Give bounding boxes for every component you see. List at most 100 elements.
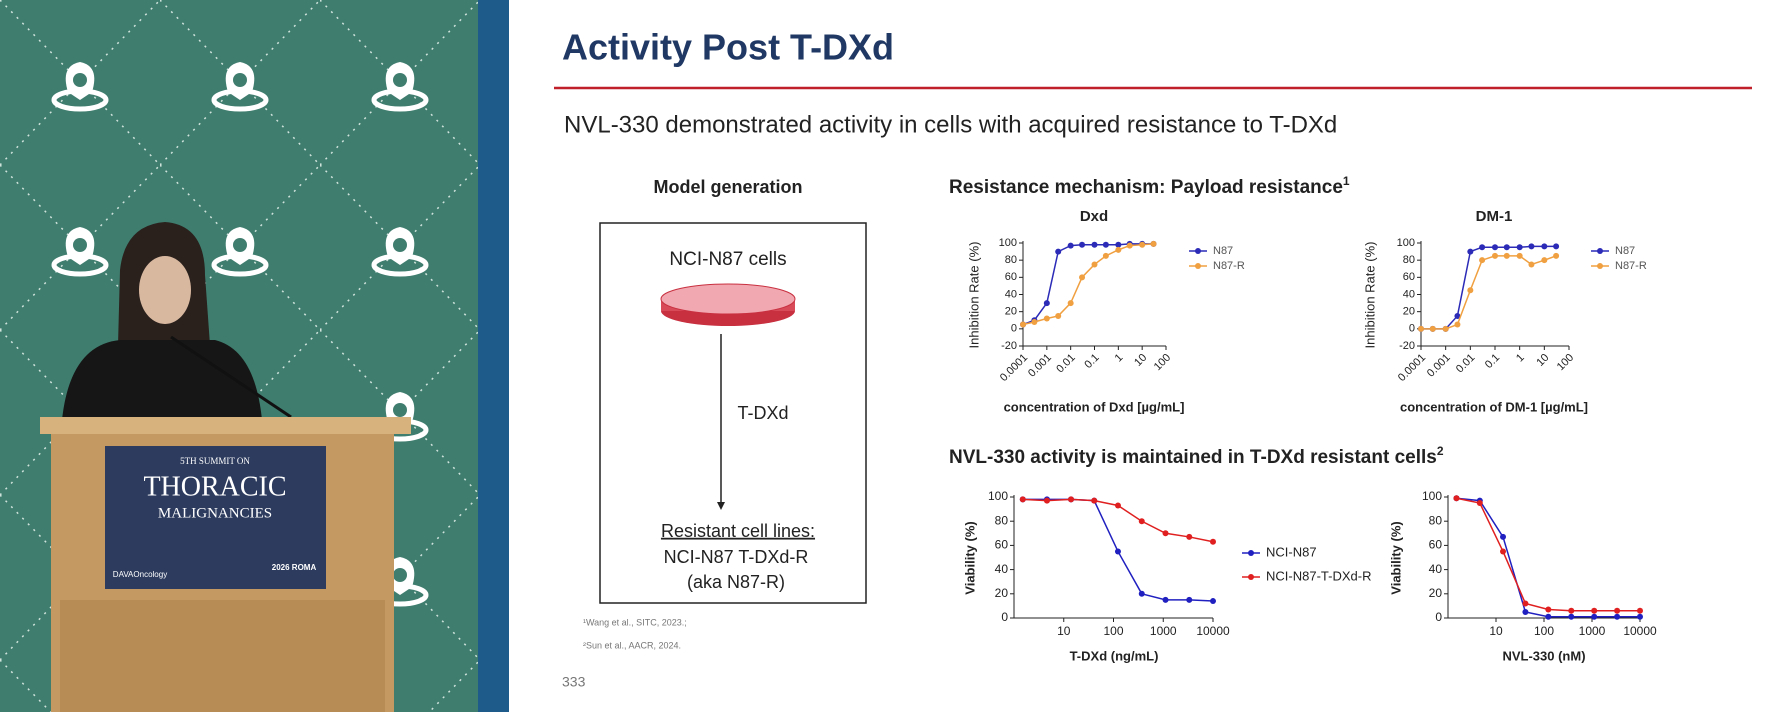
data-point — [1067, 300, 1074, 307]
data-point — [1043, 497, 1050, 504]
y-tick-label: 60 — [1005, 271, 1017, 283]
data-point — [1055, 248, 1062, 255]
data-point — [1553, 243, 1560, 250]
data-point — [1055, 312, 1062, 319]
section-ref: 2 — [1437, 444, 1444, 458]
data-point — [1545, 613, 1552, 620]
data-point — [1503, 252, 1510, 259]
model-treatment: T-DXd — [737, 403, 788, 423]
x-tick-label: 10 — [1057, 624, 1071, 638]
y-tick-label: 80 — [1429, 513, 1443, 527]
data-point — [1528, 261, 1535, 268]
arrow-head — [717, 502, 725, 510]
y-tick-label: 40 — [1005, 288, 1017, 300]
data-point — [1522, 600, 1529, 607]
model-result: NCI-N87 T-DXd-R — [664, 547, 809, 567]
data-point — [1503, 244, 1510, 251]
data-point — [1614, 613, 1621, 620]
chart: 0 20 40 60 80 100 10 100 1000 10000 Viability (%) N… — [1388, 489, 1657, 663]
y-tick-label: 60 — [1429, 538, 1443, 552]
y-tick-label: 0 — [1409, 323, 1415, 335]
data-point — [1102, 241, 1109, 248]
sign-text: 5TH SUMMIT ON — [180, 456, 250, 466]
legend-label: NCI-N87-T-DXd-R — [1266, 568, 1371, 583]
data-point — [1479, 257, 1486, 264]
podium-sign: 5TH SUMMIT ON THORACIC MALIGNANCIES DAVA… — [113, 456, 317, 579]
y-tick-label: 20 — [1005, 306, 1017, 318]
side-strip — [478, 0, 509, 712]
y-tick-label: 100 — [1397, 237, 1415, 249]
y-tick-label: 80 — [995, 513, 1009, 527]
x-axis-label: concentration of Dxd [µg/mL] — [1004, 399, 1185, 414]
data-point — [1516, 252, 1523, 259]
y-tick-label: 40 — [995, 562, 1009, 576]
slide — [509, 0, 1792, 712]
subtitle: NVL-330 demonstrated activity in cells w… — [564, 111, 1337, 138]
x-axis-label: NVL-330 (nM) — [1502, 648, 1585, 663]
section-text: NVL-330 activity is maintained in T-DXd … — [949, 447, 1437, 468]
x-tick-label: 1000 — [1579, 624, 1606, 638]
data-point — [1210, 598, 1216, 605]
footnote: ¹Wang et al., SITC, 2023.; — [583, 617, 687, 627]
data-point — [1614, 607, 1621, 614]
x-tick-label: 100 — [1103, 624, 1123, 638]
legend-label: N87-R — [1213, 260, 1245, 272]
data-point — [1467, 287, 1474, 294]
data-point — [1091, 497, 1098, 504]
x-tick-label: 100 — [1534, 624, 1554, 638]
legend-label: NCI-N87 — [1266, 544, 1317, 559]
y-tick-label: 0 — [1001, 610, 1008, 624]
data-point — [1114, 502, 1121, 509]
section-ref: 1 — [1343, 174, 1350, 188]
speaker — [62, 222, 262, 420]
data-point — [1091, 241, 1098, 248]
data-point — [1114, 548, 1121, 555]
data-point — [1115, 241, 1122, 248]
data-point — [1210, 538, 1216, 545]
data-point — [1442, 325, 1449, 332]
data-point — [1019, 496, 1026, 503]
data-point — [1138, 590, 1145, 597]
footnote: ²Sun et al., AACR, 2024. — [583, 640, 681, 650]
y-tick-label: 20 — [1429, 586, 1443, 600]
data-point — [1418, 325, 1424, 332]
y-axis-label: Viability (%) — [1388, 521, 1403, 594]
y-tick-label: 20 — [995, 586, 1009, 600]
data-point — [1138, 518, 1145, 525]
y-tick-label: 60 — [1403, 271, 1415, 283]
data-point — [1500, 533, 1507, 540]
podium — [40, 417, 411, 712]
data-point — [1453, 495, 1460, 502]
legend-marker — [1597, 248, 1603, 254]
data-point — [1091, 261, 1098, 268]
data-point — [1454, 321, 1461, 328]
x-tick-label: 10000 — [1623, 624, 1657, 638]
microphone — [170, 335, 292, 419]
x-tick-label: 1000 — [1150, 624, 1177, 638]
data-point — [1139, 241, 1146, 248]
data-point — [1429, 325, 1436, 332]
model-box — [599, 222, 867, 604]
section-text: Resistance mechanism: Payload resistance — [949, 177, 1343, 198]
sign-text: 2026 ROMA — [272, 563, 317, 572]
legend-label: N87-R — [1615, 260, 1647, 272]
data-point — [1541, 243, 1548, 250]
x-tick-label: 10 — [1489, 624, 1503, 638]
data-point — [1541, 257, 1548, 264]
y-tick-label: 60 — [995, 538, 1009, 552]
y-tick-label: 100 — [1422, 489, 1442, 503]
section-heading: Resistance mechanism: Payload resistance… — [949, 174, 1350, 198]
x-tick-label: 10000 — [1196, 624, 1230, 638]
y-tick-label: 100 — [988, 489, 1008, 503]
y-tick-label: 100 — [999, 237, 1017, 249]
data-point — [1068, 496, 1075, 503]
data-point — [1528, 243, 1535, 250]
model-result: Resistant cell lines: — [661, 521, 815, 541]
data-point — [1492, 244, 1498, 251]
data-point — [1126, 242, 1133, 249]
y-tick-label: 80 — [1403, 254, 1415, 266]
data-point — [1568, 613, 1575, 620]
